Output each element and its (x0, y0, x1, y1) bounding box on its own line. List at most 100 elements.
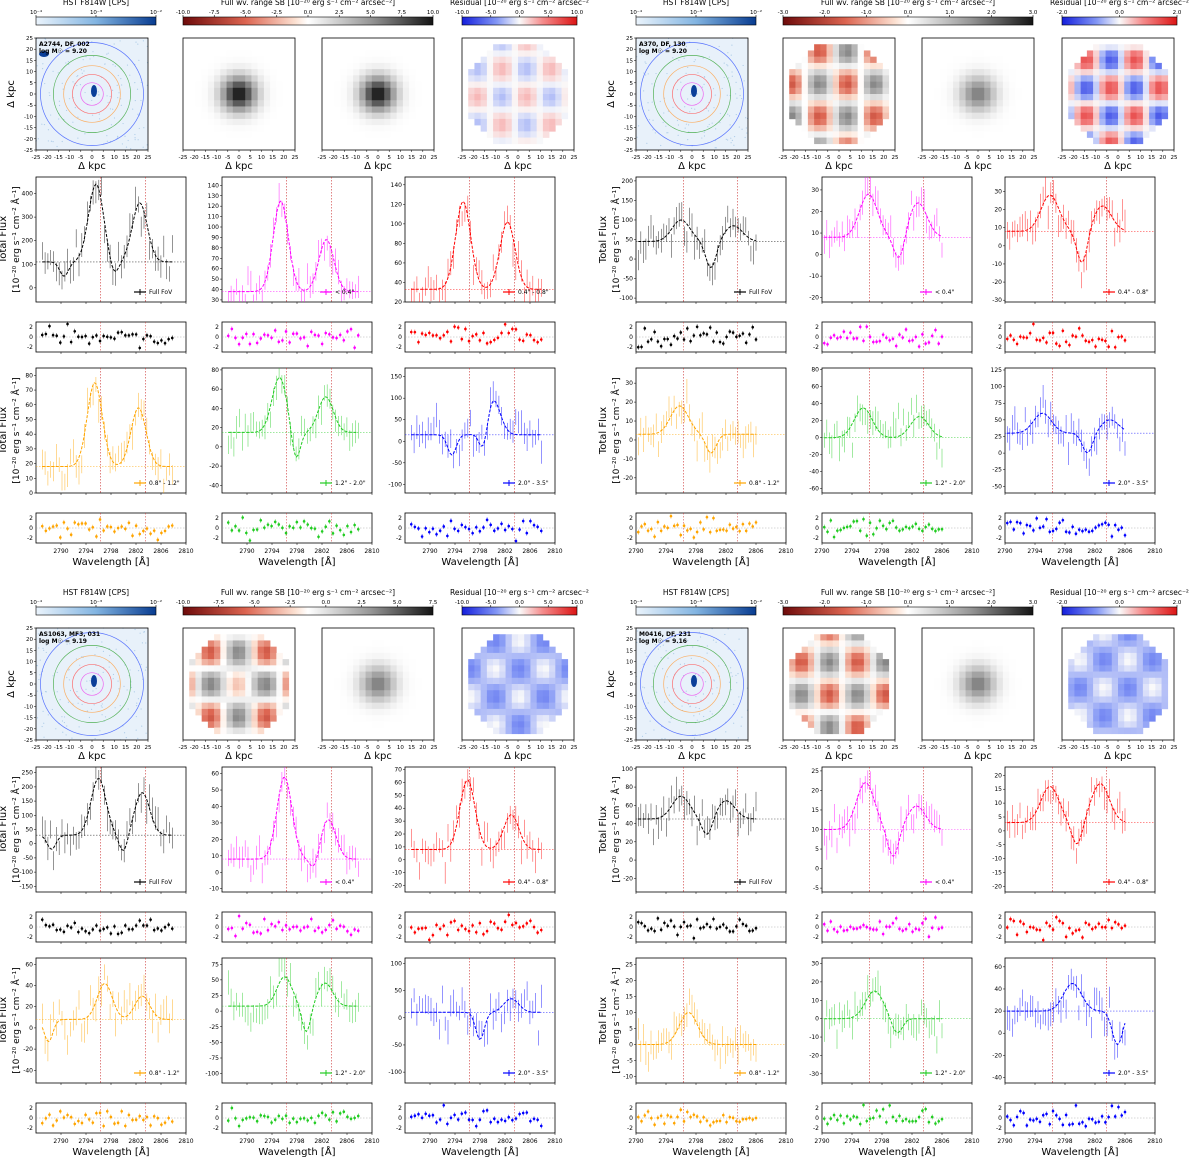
xtick-label: 2806 (748, 548, 763, 555)
map-model-pixel (340, 646, 348, 654)
map-model-pixel (415, 708, 422, 716)
hst-noise (106, 95, 108, 97)
ytick-label: 150 (622, 197, 634, 204)
map-model-pixel (402, 62, 410, 70)
map-sb-pixel (282, 696, 290, 703)
map-res-pixel (1080, 94, 1088, 101)
map-model-pixel (371, 50, 379, 57)
map-res-pixel (1111, 50, 1119, 57)
map-res-pixel (1161, 75, 1169, 82)
map-sb-pixel (851, 131, 858, 138)
map-sb-pixel (239, 665, 246, 672)
map-res-pixel (542, 652, 550, 660)
map-model-pixel (328, 100, 335, 107)
map-res-pixel (518, 118, 525, 126)
map-sb-pixel (795, 118, 802, 126)
map-sb-pixel (239, 62, 246, 70)
map-sb-pixel (232, 646, 240, 654)
model-fit-line (41, 778, 173, 851)
map-res-pixel (486, 690, 494, 697)
sb-colorbar (182, 606, 434, 616)
map-sb-pixel (282, 690, 290, 697)
map-res-pixel (1118, 112, 1125, 120)
map-model-pixel (996, 75, 1004, 82)
hst-noise (58, 118, 60, 120)
hst-noise (106, 140, 108, 142)
map-sb-pixel (263, 640, 271, 647)
map-sb-pixel (201, 652, 209, 660)
ytick-label: 40 (25, 431, 33, 438)
hst-noise (685, 72, 687, 75)
sb-colorbar-tick-label: -2.5 (271, 10, 282, 16)
hst-noise (646, 142, 648, 144)
map-model-pixel (415, 112, 422, 120)
map-model-pixel (409, 665, 416, 672)
map-model-pixel (990, 100, 997, 107)
map-sb-pixel (226, 665, 234, 672)
map-res-pixel (524, 696, 531, 703)
hst-noise (142, 678, 144, 680)
map-model-pixel (996, 62, 1004, 70)
map-res-pixel (493, 684, 500, 691)
map-model-pixel (1015, 81, 1022, 89)
map-sb-pixel (807, 112, 815, 120)
map-res-pixel (1111, 131, 1119, 138)
map-res-pixel (1118, 131, 1125, 138)
map-model-pixel (378, 715, 385, 722)
map-xtick-label: 15 (408, 155, 415, 161)
map-sb-pixel (832, 56, 840, 64)
map-sb-pixel (214, 44, 221, 51)
map-sb-pixel (239, 87, 246, 95)
map-res-pixel (561, 112, 569, 120)
map-res-pixel (1074, 87, 1081, 95)
map-res-pixel (1105, 75, 1113, 82)
map-sb: -25 -20 -15 -10 -5 0 5 10 15 20 25Δ kpc (179, 627, 299, 762)
sb-colorbar (182, 16, 434, 26)
hst-noise (736, 97, 738, 99)
map-model-pixel (959, 137, 966, 145)
map-model-pixel (1021, 94, 1029, 101)
map-sb-pixel (257, 702, 265, 710)
hst-noise (727, 65, 729, 67)
map-sb-pixel (189, 112, 196, 120)
map-sb-pixel (257, 690, 265, 697)
map-res-pixel (1068, 75, 1075, 82)
map-res-pixel (524, 106, 531, 113)
map-model-pixel (415, 665, 422, 672)
map-res-pixel (511, 75, 519, 82)
hst-noise (38, 678, 40, 681)
aperture-ring (53, 55, 131, 133)
residual-colorbar-tick-label: 2.0 (1173, 10, 1182, 16)
map-model-pixel (940, 56, 948, 64)
map-xtick-label: 0 (237, 155, 241, 161)
map-res-pixel (1105, 62, 1113, 70)
map-res-pixel (511, 708, 519, 716)
map-sb-pixel (257, 62, 265, 70)
map-sb-pixel (263, 646, 271, 654)
map-res-pixel (542, 702, 550, 710)
map-xtick-label: -5 (225, 155, 231, 161)
map-sb-pixel (195, 702, 202, 710)
map-sb-pixel (220, 640, 227, 647)
map-res-pixel (499, 665, 506, 672)
map-sb-pixel (851, 81, 858, 89)
map-sb-pixel (826, 69, 834, 76)
hst-noise (733, 135, 736, 138)
map-model-pixel (340, 671, 348, 679)
map-model-pixel (365, 634, 373, 641)
map-sb-pixel (870, 69, 877, 76)
map-sb-pixel (232, 81, 240, 89)
map-model-pixel (353, 56, 360, 64)
map-res-pixel (493, 690, 500, 697)
map-xtick-label: 20 (733, 155, 740, 161)
map-model-pixel (328, 702, 335, 710)
map-model-pixel (359, 131, 366, 138)
map-res-pixel (1124, 75, 1131, 82)
map-res-pixel (536, 721, 544, 728)
map-model-pixel (940, 118, 948, 126)
map-sb-pixel (832, 50, 840, 57)
map-model-pixel (384, 131, 391, 138)
map-model-pixel (971, 62, 979, 70)
map-model-pixel (334, 62, 341, 70)
